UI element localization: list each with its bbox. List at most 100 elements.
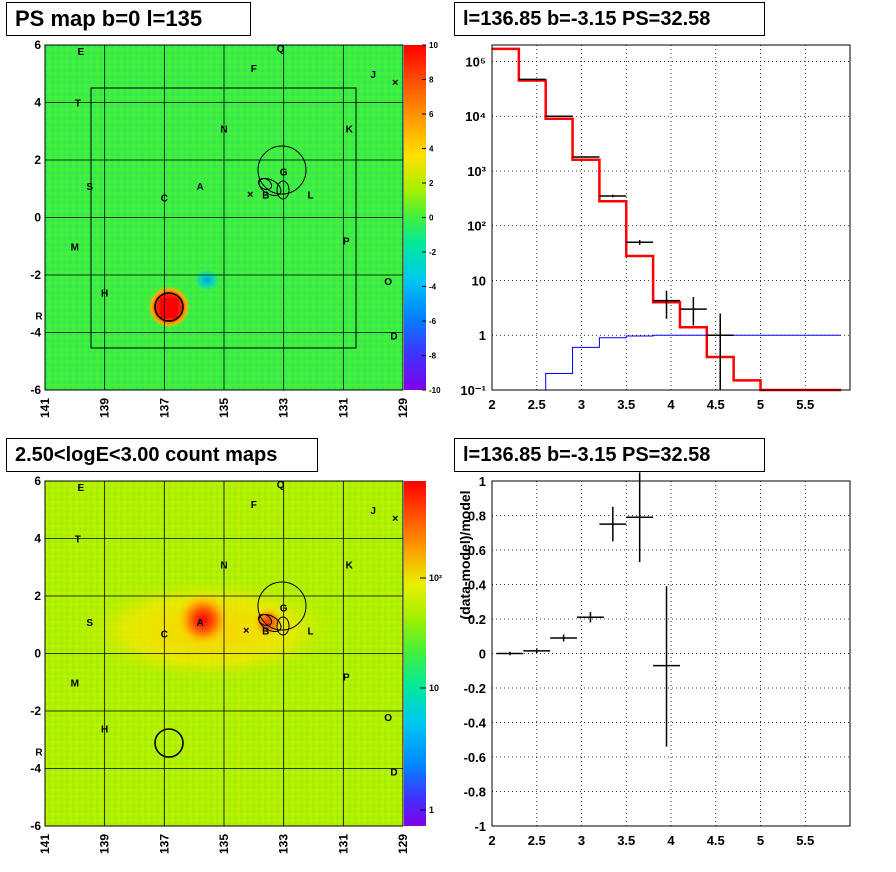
spectrum-y-tick-label: 10² (467, 219, 486, 234)
residual-x-tick-label: 4 (667, 833, 675, 848)
spectrum-y-tick-label: 10⁴ (465, 109, 486, 124)
spectrum-x-tick-label: 2.5 (528, 397, 546, 412)
residual-y-tick-label: -0.6 (464, 750, 486, 765)
source-label: M (71, 678, 79, 689)
map-y-tick-label: -6 (30, 383, 41, 397)
spectrum-x-tick-label: 3.5 (617, 397, 635, 412)
map-x-tick-label: 135 (217, 834, 231, 854)
map-y-tick-label: -2 (30, 268, 41, 282)
map-x-tick-label: 139 (98, 834, 112, 854)
residual-y-tick-label: 0.4 (468, 578, 487, 593)
residual-y-tick-label: 1 (479, 474, 486, 489)
colorbar-tick-label: -10 (429, 386, 441, 395)
source-label: O (384, 277, 392, 288)
residual-y-tick-label: -0.2 (464, 681, 486, 696)
residual-frame (491, 480, 851, 827)
source-label: L (307, 627, 313, 638)
source-label: B (262, 191, 269, 202)
source-label: J (370, 70, 376, 81)
map-x-tick-label: 133 (277, 834, 291, 854)
residual-panel: 2 2.5 3 3.5 4 4.5 5 5.5 1 0.8 0.6 0.4 0.2 0 -0.2 -0.4 -0… (457, 472, 851, 848)
source-label: N (220, 560, 227, 571)
source-label: R (35, 311, 43, 322)
map-x-tick-label: 141 (38, 834, 52, 854)
ps-map-contour (258, 177, 282, 197)
colorbar-tick-label: -4 (429, 283, 437, 292)
ps-map-coldspot (193, 268, 221, 292)
count-map-roi-circle (257, 581, 307, 631)
source-label: K (346, 124, 354, 135)
residual-y-tick-label: 0.8 (468, 509, 486, 524)
residual-y-tick-label: 0.2 (468, 612, 486, 627)
map-x-tick-label: 139 (98, 398, 112, 418)
spectrum-x-tick-label: 5 (757, 397, 764, 412)
residual-ylabel: (data-model)/model (457, 490, 473, 619)
residual-x-tick-label: 4.5 (707, 833, 725, 848)
map-y-tick-label: -4 (30, 326, 41, 340)
spectrum-frame (491, 44, 851, 391)
spectrum-x-tick-label: 2 (488, 397, 495, 412)
source-label: S (86, 182, 93, 193)
ps-map-source-labels: E Q F J T N K G S A B L C M P O H R D (35, 44, 397, 343)
count-map-hotspot-a (175, 592, 231, 648)
spectrum-y-tick-label: 10³ (467, 164, 486, 179)
ps-map-roi-box (90, 87, 357, 349)
spectrum-y-tick-label: 10 (472, 273, 486, 288)
map-x-tick-label: 141 (38, 398, 52, 418)
map-x-tick-label: 135 (217, 398, 231, 418)
residual-title: l=136.85 b=-3.15 PS=32.58 (454, 438, 765, 472)
source-label: T (75, 99, 81, 110)
map-x-tick-label: 131 (336, 834, 350, 854)
colorbar-tick-label: 8 (429, 76, 434, 85)
ps-map-contour (257, 177, 273, 191)
spectrum-x-tick-label: 4.5 (707, 397, 725, 412)
colorbar-tick-label: -6 (429, 317, 437, 326)
source-label: P (343, 237, 350, 248)
source-label: C (161, 629, 168, 640)
source-label: S (86, 618, 93, 629)
source-label: G (280, 168, 288, 179)
colorbar-tick-label: 10 (429, 683, 439, 693)
count-colorbar (404, 481, 426, 826)
source-label: N (220, 124, 227, 135)
spectrum-x-tick-label: 4 (667, 397, 675, 412)
colorbar-tick-label: 4 (429, 145, 434, 154)
source-label: F (251, 64, 257, 75)
spectrum-series (492, 47, 842, 392)
spectrum-axes: 2 2.5 3 3.5 4 4.5 5 5.5 10⁵ 10⁴ 10³ 10² 10 1 10⁻¹ (460, 54, 814, 412)
source-label: K (346, 560, 354, 571)
source-label: O (384, 713, 392, 724)
spectrum-x-tick-label: 3 (578, 397, 585, 412)
source-label: T (75, 535, 81, 546)
spectrum-step-line (492, 334, 842, 391)
count-map-contour (258, 613, 282, 633)
map-y-tick-label: 2 (34, 153, 41, 167)
residual-y-tick-label: -0.4 (464, 716, 487, 731)
map-y-tick-label: 6 (34, 38, 41, 52)
spectrum-step-line (492, 47, 842, 392)
source-label: G (280, 604, 288, 615)
map-x-tick-label: 133 (277, 398, 291, 418)
colorbar-tick-label: -2 (429, 248, 437, 257)
source-label: Q (277, 480, 285, 491)
map-x-tick-label: 129 (396, 834, 410, 854)
ps-map-marker: × (392, 77, 398, 89)
map-y-tick-label: 0 (34, 647, 41, 661)
count-map-hotspot-b (252, 606, 284, 638)
source-label: E (77, 47, 84, 58)
ps-colorbar-ticks: 10 8 6 4 2 0 -2 -4 -6 -8 -10 (422, 41, 441, 395)
map-y-tick-label: 6 (34, 474, 41, 488)
map-y-tick-label: 4 (34, 96, 41, 110)
source-label: Q (277, 44, 285, 55)
source-label: B (262, 627, 269, 638)
residual-y-tick-label: -1 (474, 819, 486, 834)
source-label: H (101, 288, 108, 299)
count-map-title: 2.50<logE<3.00 count maps (6, 438, 318, 472)
map-y-tick-label: 2 (34, 589, 41, 603)
source-label: J (370, 506, 376, 517)
map-y-tick-label: -2 (30, 704, 41, 718)
residual-y-tick-label: 0.6 (468, 543, 486, 558)
